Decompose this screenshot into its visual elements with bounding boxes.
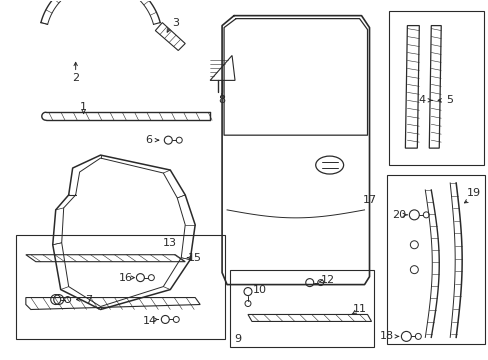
Text: 18: 18 [380,332,394,341]
Text: 19: 19 [466,188,480,198]
Text: 14: 14 [143,316,157,327]
Text: 11: 11 [352,305,366,315]
Text: 13: 13 [163,238,177,248]
Text: 1: 1 [80,102,87,112]
Text: 9: 9 [234,334,241,345]
Bar [388,11,483,165]
Text: 5: 5 [445,95,452,105]
Text: 3: 3 [171,18,179,28]
Text: 12: 12 [320,275,334,285]
Bar [229,270,374,347]
Text: 7: 7 [85,294,92,305]
Bar [16,235,224,339]
Text: 20: 20 [391,210,406,220]
Text: 10: 10 [252,284,266,294]
Text: 16: 16 [118,273,132,283]
Text: 17: 17 [362,195,376,205]
Text: 6: 6 [144,135,152,145]
Text: 8: 8 [218,95,225,105]
Text: 2: 2 [72,73,79,84]
Bar [386,175,484,345]
Text: 4: 4 [417,95,425,105]
Text: 15: 15 [188,253,202,263]
